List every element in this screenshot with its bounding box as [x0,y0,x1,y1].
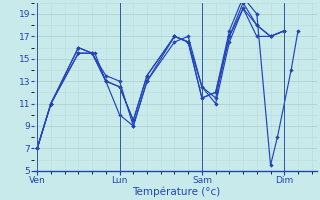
X-axis label: Température (°c): Température (°c) [132,187,220,197]
